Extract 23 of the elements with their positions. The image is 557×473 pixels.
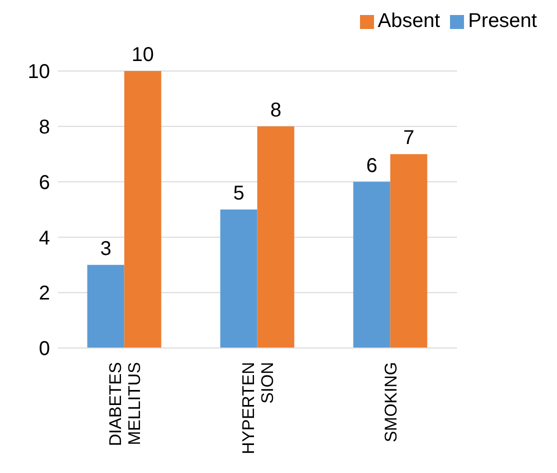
data-label: 7	[403, 127, 414, 150]
data-label: 10	[132, 44, 154, 66]
legend-label: Present	[468, 10, 537, 32]
y-tick-label: 10	[28, 61, 50, 84]
y-tick-label: 0	[38, 338, 50, 360]
data-label: 8	[270, 99, 282, 122]
bar	[353, 182, 390, 348]
y-tick-label: 4	[38, 227, 50, 250]
bar	[87, 264, 124, 348]
x-tick-label: DIABETES MELLITUS	[106, 362, 144, 446]
bar	[390, 154, 428, 348]
x-tick-label: HYPERTEN SION	[239, 362, 277, 454]
legend-label: Absent	[378, 10, 440, 32]
data-label: 3	[100, 238, 112, 260]
x-tick-label: SMOKING	[382, 362, 400, 442]
bar	[124, 71, 162, 348]
bar	[257, 126, 294, 348]
bar	[220, 210, 258, 348]
y-tick-label: 6	[38, 172, 50, 194]
data-label: 6	[366, 154, 378, 177]
data-label: 5	[233, 182, 244, 204]
y-tick-label: 2	[38, 282, 50, 305]
y-tick-label: 8	[38, 116, 50, 138]
